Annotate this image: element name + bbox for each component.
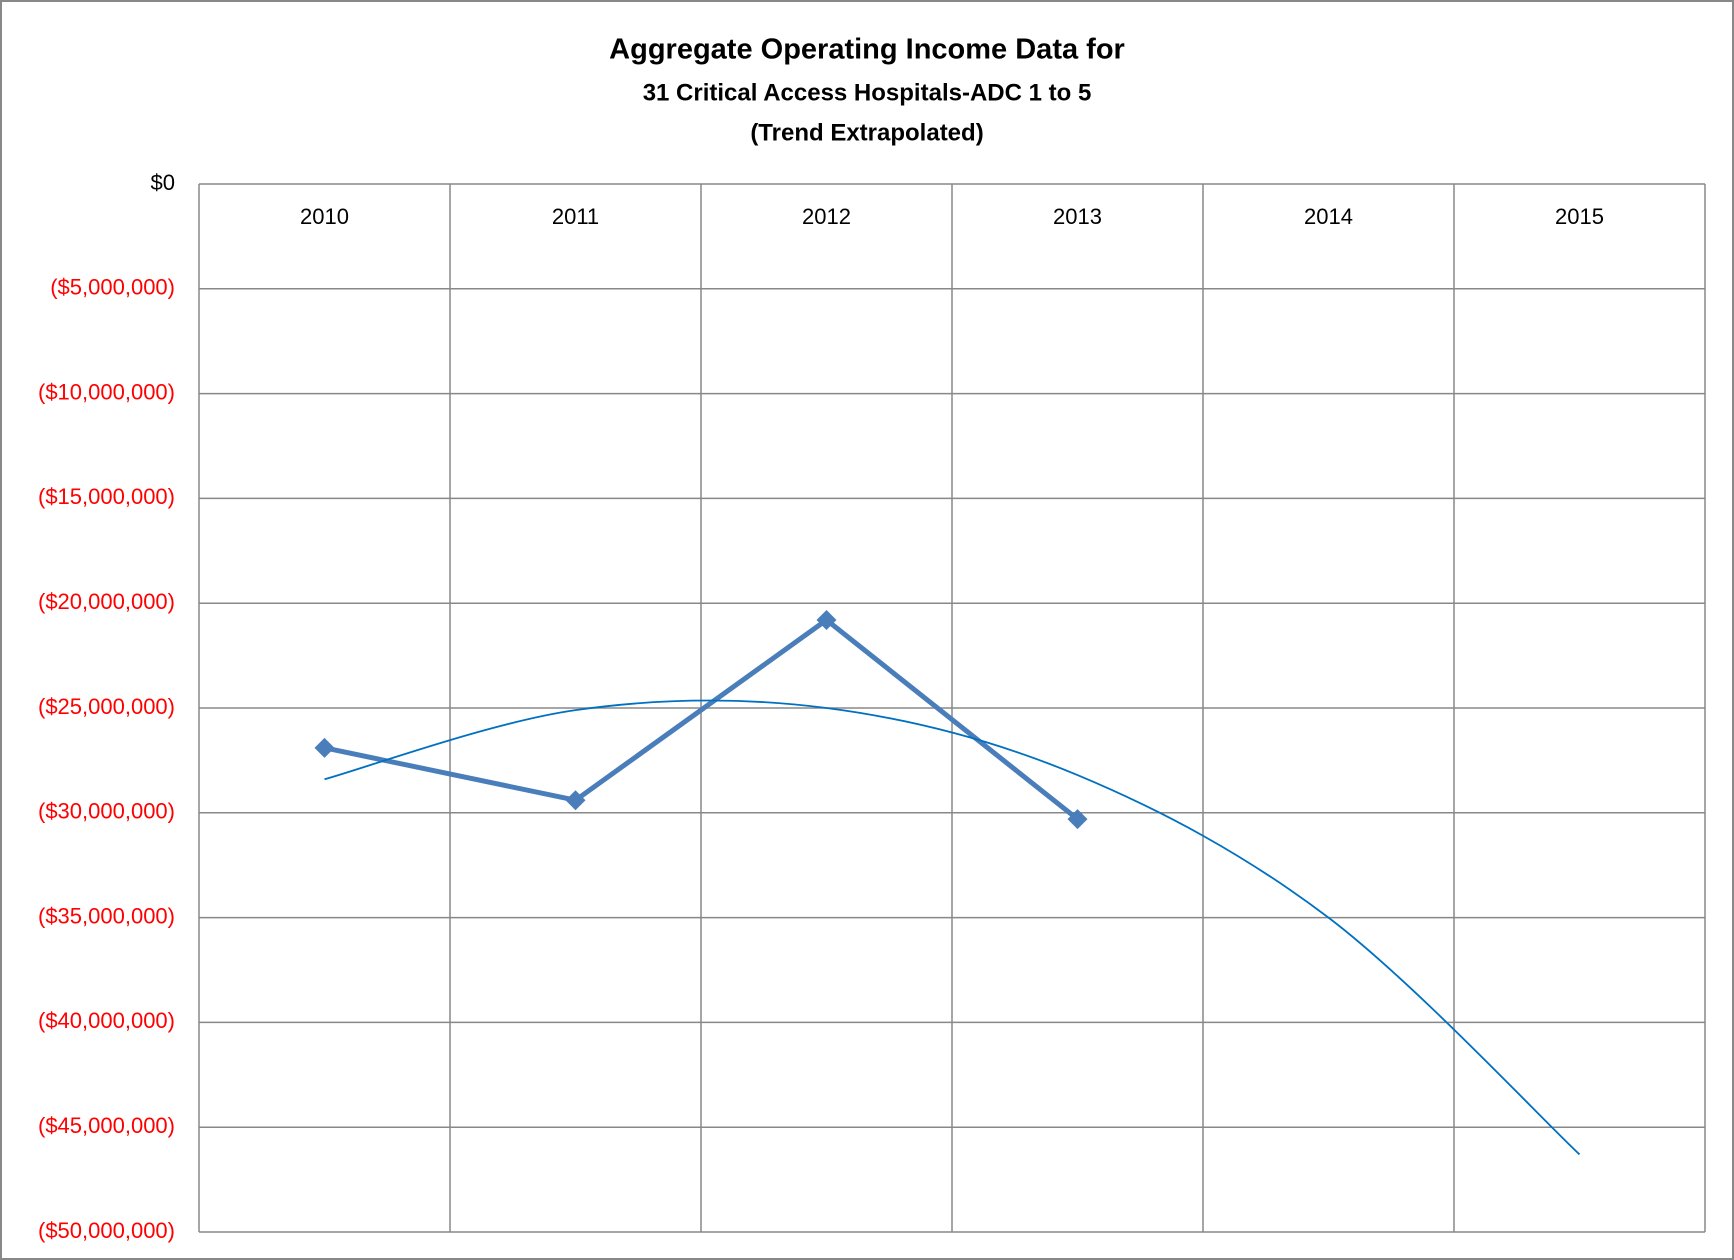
- y-tick-label: ($35,000,000): [38, 903, 175, 928]
- x-tick-label: 2015: [1555, 204, 1604, 229]
- chart-subtitle: (Trend Extrapolated): [750, 119, 983, 146]
- x-tick-label: 2011: [552, 204, 599, 229]
- trend-line: [324, 699, 1581, 1156]
- marker: [565, 790, 586, 811]
- y-tick-label: ($25,000,000): [38, 694, 175, 719]
- y-tick-label: ($15,000,000): [38, 484, 175, 509]
- y-tick-label: ($50,000,000): [38, 1218, 175, 1243]
- series-line: [323, 617, 1080, 822]
- x-tick-label: 2012: [802, 204, 851, 229]
- x-tick-label: 2010: [300, 204, 349, 229]
- chart-subtitle: 31 Critical Access Hospitals-ADC 1 to 5: [643, 79, 1092, 106]
- y-tick-label: ($30,000,000): [38, 799, 175, 824]
- x-tick-label: 2014: [1304, 204, 1353, 229]
- y-tick-label: ($5,000,000): [50, 275, 175, 300]
- marker: [314, 737, 335, 758]
- y-tick-label: ($10,000,000): [38, 379, 175, 404]
- y-tick-label: ($40,000,000): [38, 1008, 175, 1033]
- y-tick-label: ($20,000,000): [38, 589, 175, 614]
- chart-title: Aggregate Operating Income Data for: [609, 34, 1125, 66]
- marker: [816, 609, 837, 630]
- y-tick-label: ($45,000,000): [38, 1113, 175, 1138]
- y-tick-label: $0: [151, 170, 175, 195]
- marker: [1067, 809, 1088, 830]
- x-tick-label: 2013: [1053, 204, 1102, 229]
